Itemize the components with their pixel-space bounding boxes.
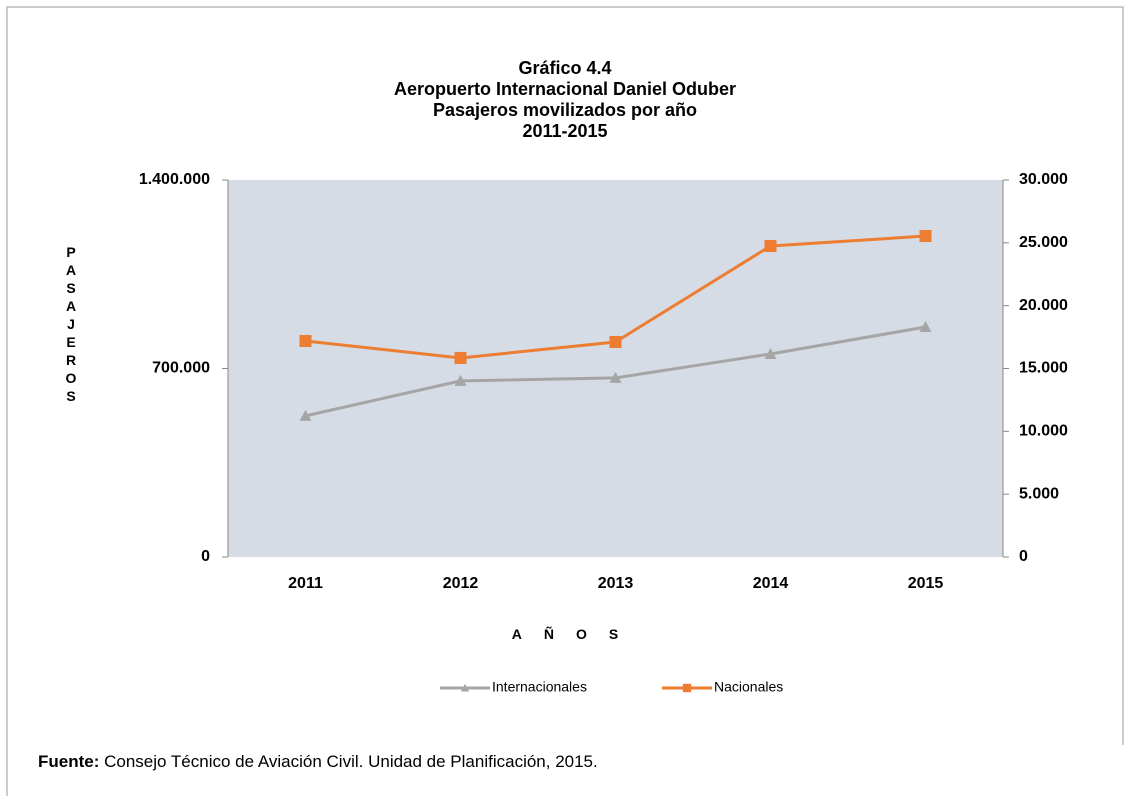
legend-marker — [682, 683, 692, 693]
data-point — [609, 335, 622, 348]
data-point — [919, 321, 932, 333]
data-point — [454, 374, 467, 386]
data-point — [299, 334, 312, 347]
x-axis-label: AÑOS — [511, 626, 641, 642]
y-tick-label: 700.000 — [152, 360, 210, 377]
source-text: Consejo Técnico de Aviación Civil. Unida… — [104, 752, 598, 771]
x-tick-label: 2013 — [598, 575, 634, 592]
data-point — [609, 371, 622, 383]
chart-title: Gráfico 4.4 — [518, 58, 611, 78]
y2-tick-label: 15.000 — [1019, 360, 1068, 377]
y-tick-label: 1.400.000 — [139, 171, 210, 188]
source: Fuente: Consejo Técnico de Aviación Civi… — [38, 752, 598, 772]
y2-tick-label: 30.000 — [1019, 171, 1068, 188]
data-point — [764, 239, 777, 252]
data-point — [299, 409, 312, 421]
chart-title: Pasajeros movilizados por año — [433, 100, 697, 120]
x-tick-label: 2015 — [908, 575, 944, 592]
chart-title: Aeropuerto Internacional Daniel Oduber — [394, 79, 736, 99]
x-tick-label: 2014 — [753, 575, 789, 592]
data-point — [764, 347, 777, 359]
data-point — [919, 230, 932, 243]
y2-tick-label: 20.000 — [1019, 297, 1068, 314]
chart-title: 2011-2015 — [522, 121, 607, 141]
plot-area — [228, 180, 1003, 557]
source-label: Fuente: — [38, 752, 100, 771]
y2-tick-label: 0 — [1019, 548, 1028, 565]
legend-label: Nacionales — [714, 679, 783, 695]
x-tick-label: 2012 — [443, 575, 479, 592]
y-axis-label: PASAJEROS — [63, 244, 79, 406]
legend-label: Internacionales — [492, 679, 587, 695]
x-tick-label: 2011 — [288, 575, 323, 592]
y2-tick-label: 10.000 — [1019, 423, 1068, 440]
legend-marker — [460, 683, 470, 692]
y2-tick-label: 5.000 — [1019, 485, 1059, 502]
data-point — [454, 351, 467, 364]
y2-tick-label: 25.000 — [1019, 234, 1068, 251]
frame — [6, 6, 1124, 796]
y-tick-label: 0 — [201, 548, 210, 565]
